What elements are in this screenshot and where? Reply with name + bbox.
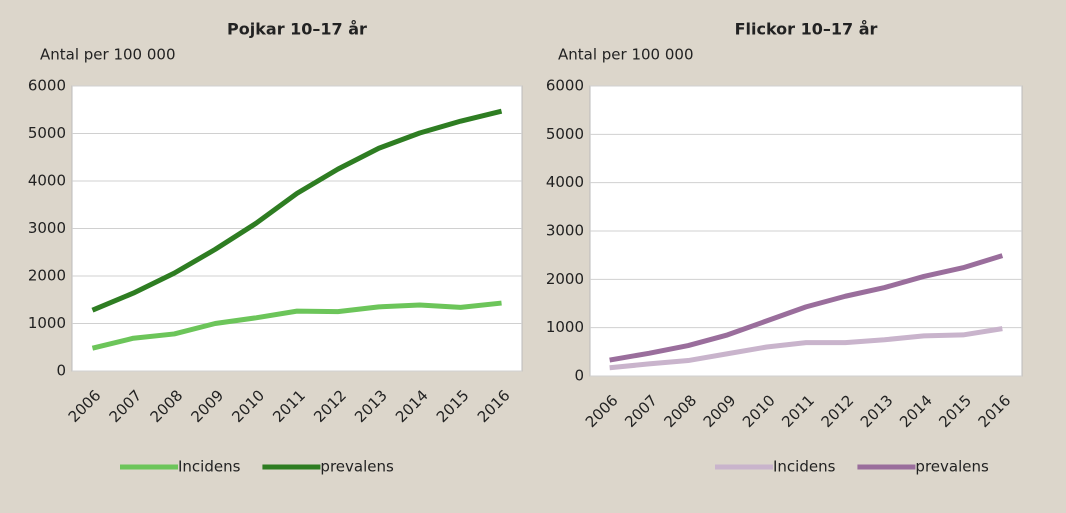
line-series: [609, 253, 1004, 363]
y-tick-label: 1000: [546, 318, 584, 336]
x-tick-label: 2006: [582, 391, 622, 431]
x-tick-label: 2015: [935, 391, 975, 431]
x-tick-label: 2013: [857, 391, 897, 431]
y-tick-label: 5000: [546, 125, 584, 143]
x-tick-label: 2009: [700, 391, 740, 431]
y-tick-label: 6000: [546, 77, 584, 95]
x-tick-label: 2010: [228, 386, 268, 426]
x-tick-label: 2007: [106, 386, 146, 426]
y-tick-label: 0: [574, 367, 584, 385]
x-tick-label: 2010: [739, 391, 779, 431]
y-tick-label: 3000: [28, 219, 66, 237]
y-tick-label: 5000: [28, 124, 66, 142]
x-tick-label: 2014: [896, 391, 936, 431]
x-tick-label: 2016: [975, 391, 1015, 431]
line-series: [91, 108, 503, 313]
y-tick-label: 2000: [546, 270, 584, 288]
x-tick-label: 2015: [433, 386, 473, 426]
y-tick-label: 2000: [28, 267, 66, 285]
x-tick-label: 2009: [187, 386, 227, 426]
legend-label: prevalens: [915, 458, 989, 476]
y-tick-label: 4000: [546, 173, 584, 191]
y-tick-label: 1000: [28, 314, 66, 332]
line-series: [91, 300, 502, 351]
x-tick-label: 2006: [65, 386, 105, 426]
y-axis-label: Antal per 100 000: [558, 46, 694, 64]
x-tick-label: 2011: [269, 386, 309, 426]
line-series: [609, 326, 1003, 371]
y-tick-label: 6000: [28, 77, 66, 95]
x-tick-label: 2011: [778, 391, 818, 431]
x-tick-label: 2007: [621, 391, 661, 431]
x-tick-label: 2008: [660, 391, 700, 431]
y-tick-label: 4000: [28, 172, 66, 190]
x-tick-label: 2014: [392, 386, 432, 426]
x-tick-label: 2013: [351, 386, 391, 426]
legend-label: prevalens: [320, 458, 394, 476]
chart-title: Flickor 10–17 år: [735, 20, 878, 39]
y-axis-label: Antal per 100 000: [40, 46, 176, 64]
y-tick-label: 0: [56, 362, 66, 380]
legend-label: Incidens: [773, 458, 836, 476]
x-tick-label: 2008: [147, 386, 187, 426]
x-tick-label: 2012: [310, 386, 350, 426]
x-tick-label: 2012: [818, 391, 858, 431]
y-tick-label: 3000: [546, 222, 584, 240]
chart-title: Pojkar 10–17 år: [227, 20, 367, 39]
x-tick-label: 2016: [474, 386, 514, 426]
legend-label: Incidens: [178, 458, 241, 476]
